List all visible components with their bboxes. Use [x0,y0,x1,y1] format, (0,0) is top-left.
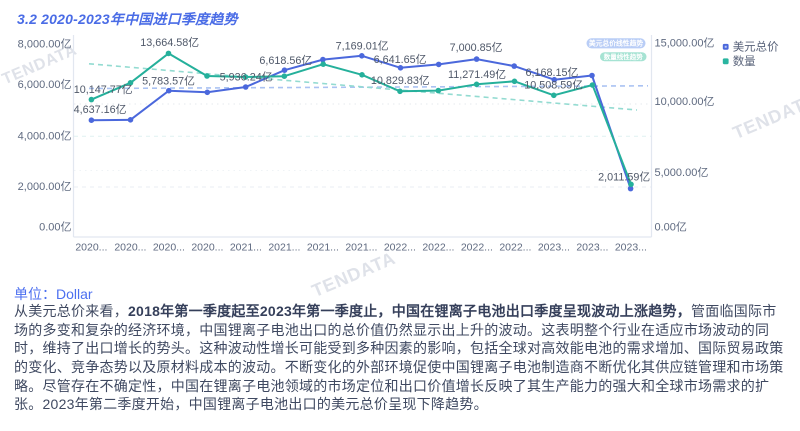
svg-text:TENDATA: TENDATA [730,90,800,143]
svg-text:2022...: 2022... [384,241,416,253]
svg-text:15,000.00亿: 15,000.00亿 [655,37,715,50]
svg-text:5,783.57亿: 5,783.57亿 [142,75,195,88]
svg-text:数量线性趋势: 数量线性趋势 [604,52,644,61]
svg-text:2021...: 2021... [345,241,377,253]
svg-text:2022...: 2022... [499,241,531,253]
svg-text:2021...: 2021... [307,241,339,253]
svg-text:7,000.85亿: 7,000.85亿 [450,41,503,54]
svg-text:2022...: 2022... [461,241,493,253]
svg-text:10,000.00亿: 10,000.00亿 [655,95,715,108]
svg-text:5,000.00亿: 5,000.00亿 [655,166,709,179]
svg-text:2021...: 2021... [268,241,300,253]
svg-text:6,618.56亿: 6,618.56亿 [259,54,312,67]
svg-text:2020...: 2020... [153,241,185,253]
svg-text:2023...: 2023... [576,241,608,253]
svg-text:美元总价线性趋势: 美元总价线性趋势 [589,39,644,48]
svg-text:5,936.24亿: 5,936.24亿 [220,70,273,83]
svg-text:11,271.49亿: 11,271.49亿 [448,68,506,81]
svg-text:4,637.16亿: 4,637.16亿 [74,103,127,116]
svg-text:数量: 数量 [733,54,756,68]
svg-text:2023...: 2023... [538,241,570,253]
svg-text:10,508.59亿: 10,508.59亿 [524,78,583,91]
svg-text:6,000.00亿: 6,000.00亿 [18,78,72,91]
svg-text:2,011.59亿: 2,011.59亿 [598,171,650,184]
svg-text:10,829.83亿: 10,829.83亿 [371,74,430,87]
svg-text:13,664.58亿: 13,664.58亿 [140,36,199,49]
svg-text:TENDATA: TENDATA [309,248,399,300]
svg-text:0.00亿: 0.00亿 [39,220,71,233]
svg-text:2020...: 2020... [191,241,223,253]
svg-text:2020...: 2020... [114,241,146,253]
svg-text:2021...: 2021... [230,241,262,253]
svg-text:2023...: 2023... [615,241,647,253]
svg-text:美元总价: 美元总价 [733,39,779,53]
svg-text:0.00亿: 0.00亿 [655,221,687,234]
svg-text:10,147.77亿: 10,147.77亿 [74,83,133,96]
svg-text:7,169.01亿: 7,169.01亿 [336,39,389,52]
svg-text:4,000.00亿: 4,000.00亿 [18,130,72,143]
svg-text:6,641.65亿: 6,641.65亿 [374,53,427,66]
svg-text:8,000.00亿: 8,000.00亿 [18,38,72,51]
svg-text:6,168.15亿: 6,168.15亿 [525,66,578,79]
svg-text:2,000.00亿: 2,000.00亿 [18,180,72,193]
svg-text:2020...: 2020... [75,241,107,253]
svg-text:2022...: 2022... [422,241,454,253]
